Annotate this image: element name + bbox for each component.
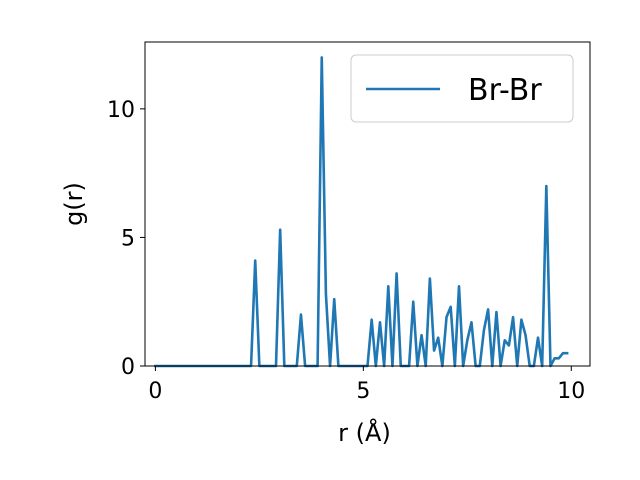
x-tick-label-1: 5 [356,379,370,404]
legend-label-0: Br-Br [468,73,542,108]
y-axis-label: g(r) [60,182,88,226]
y-tick-label-2: 10 [107,98,135,123]
plot-frame [144,41,591,367]
legend-box [350,54,574,123]
x-tick-label-0: 0 [148,379,162,404]
y-tick-label-1: 5 [121,226,135,251]
axes-layer: 0 5 10 0 5 10 r (Å) g(r) [60,41,591,447]
x-tick-label-2: 10 [557,379,585,404]
legend: Br-Br [350,54,574,123]
x-axis-label: r (Å) [338,418,391,447]
y-tick-label-0: 0 [121,355,135,380]
